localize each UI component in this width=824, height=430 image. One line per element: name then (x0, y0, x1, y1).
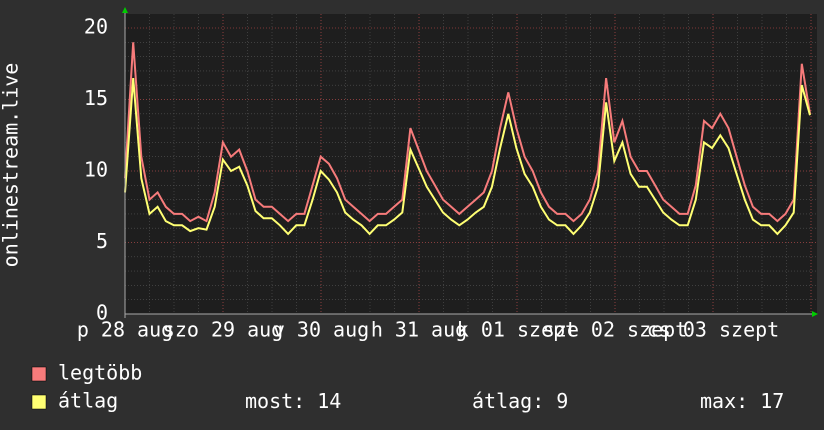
x-tick-label: v 30 aug (273, 318, 369, 342)
x-tick-label: p 28 aug (77, 318, 173, 342)
stat: max: 17 (700, 389, 784, 413)
x-tick-label: k 01 szept (457, 318, 577, 342)
x-tick-label: h 31 aug (371, 318, 467, 342)
stat-label: max: (700, 389, 748, 413)
stat-value: 9 (556, 389, 568, 413)
legend-swatch (31, 394, 47, 410)
legend-swatch (31, 366, 47, 382)
stat: átlag: 9 (472, 389, 568, 413)
y-tick-label: 20 (84, 15, 108, 39)
series-line (124, 42, 811, 223)
axis-arrow (122, 7, 128, 13)
x-tick-label: szo 29 aug (163, 318, 283, 342)
x-tick-label: sze 02 szept (543, 318, 688, 342)
stat-label: átlag: (472, 389, 544, 413)
y-tick-label: 0 (96, 301, 108, 325)
stat-label: most: (245, 389, 305, 413)
y-tick-label: 15 (84, 86, 108, 110)
axis-arrow (812, 311, 818, 317)
lines (124, 42, 811, 236)
y-axis-title: onlinestream.live (0, 63, 23, 268)
series-line (124, 78, 811, 236)
legend-label: legtöbb (58, 361, 142, 385)
stat-value: 14 (317, 389, 341, 413)
x-tick-label: cs 03 szept (647, 318, 779, 342)
y-tick-label: 5 (96, 229, 108, 253)
stat-value: 17 (760, 389, 784, 413)
y-tick-label: 10 (84, 158, 108, 182)
grid (125, 14, 817, 315)
legend-label: átlag (58, 389, 118, 413)
stat: most: 14 (245, 389, 341, 413)
